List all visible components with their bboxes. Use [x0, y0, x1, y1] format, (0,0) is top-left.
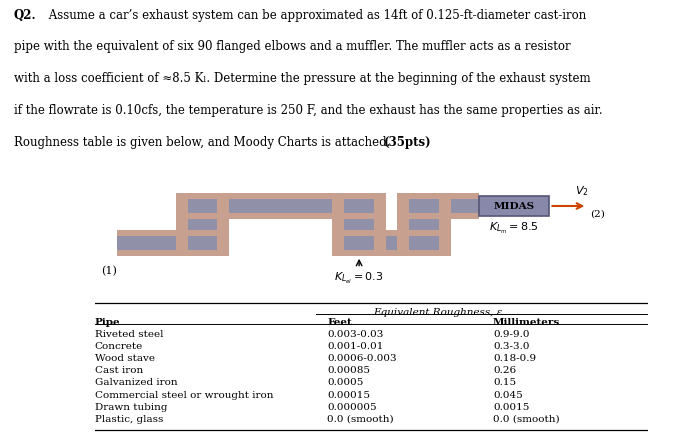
Bar — [409, 194, 479, 199]
Bar — [344, 251, 409, 256]
Bar — [332, 214, 386, 251]
Bar — [176, 194, 230, 219]
Text: 0.26: 0.26 — [493, 366, 516, 374]
Text: $K_{L_m} = 8.5$: $K_{L_m} = 8.5$ — [489, 220, 539, 235]
Bar — [344, 236, 374, 251]
Bar — [344, 199, 374, 214]
Bar — [176, 214, 230, 251]
Text: Millimeters: Millimeters — [493, 318, 560, 326]
Text: (35pts): (35pts) — [383, 135, 431, 148]
Bar — [344, 230, 409, 256]
Text: if the flowrate is 0.10cfs, the temperature is 250 F, and the exhaust has the sa: if the flowrate is 0.10cfs, the temperat… — [14, 104, 602, 117]
Text: Wood stave: Wood stave — [95, 353, 155, 363]
Text: 0.000005: 0.000005 — [327, 402, 377, 411]
Bar — [439, 214, 451, 251]
Text: Galvanized iron: Galvanized iron — [95, 378, 177, 387]
Text: 0.3-3.0: 0.3-3.0 — [493, 342, 529, 350]
Text: 0.003-0.03: 0.003-0.03 — [327, 329, 383, 339]
Text: Roughness table is given below, and Moody Charts is attached.: Roughness table is given below, and Mood… — [14, 135, 394, 148]
Text: 0.045: 0.045 — [493, 390, 522, 399]
Bar — [117, 230, 188, 236]
Bar — [217, 214, 230, 251]
Bar — [188, 194, 344, 219]
Text: (2): (2) — [590, 209, 605, 218]
Bar — [188, 236, 217, 251]
Text: Plastic, glass: Plastic, glass — [95, 414, 163, 423]
Bar — [188, 199, 217, 214]
Text: 0.0006-0.003: 0.0006-0.003 — [327, 353, 397, 363]
Bar — [397, 194, 451, 219]
Text: 0.0015: 0.0015 — [493, 402, 529, 411]
Text: Q2.: Q2. — [14, 9, 36, 22]
Text: Cast iron: Cast iron — [95, 366, 142, 374]
Text: with a loss coefficient of ≈8.5 Kₗ. Determine the pressure at the beginning of t: with a loss coefficient of ≈8.5 Kₗ. Dete… — [14, 72, 590, 85]
Text: Concrete: Concrete — [95, 342, 142, 350]
Text: 0.00085: 0.00085 — [327, 366, 370, 374]
Bar — [409, 194, 479, 219]
Text: Feet: Feet — [327, 318, 352, 326]
Text: Assume a car’s exhaust system can be approximated as 14ft of 0.125-ft-diameter c: Assume a car’s exhaust system can be app… — [45, 9, 586, 22]
Text: pipe with the equivalent of six 90 flanged elbows and a muffler. The muffler act: pipe with the equivalent of six 90 flang… — [14, 40, 570, 53]
Bar — [117, 251, 188, 256]
Text: Equivalent Roughness, ε: Equivalent Roughness, ε — [373, 307, 502, 317]
Bar — [188, 194, 344, 199]
Bar — [332, 194, 386, 219]
Bar — [409, 199, 439, 214]
Text: $K_{L_{el}} = 0.3$: $K_{L_{el}} = 0.3$ — [334, 270, 384, 285]
Text: 0.0 (smooth): 0.0 (smooth) — [493, 414, 560, 423]
Bar — [176, 214, 188, 251]
Text: 0.0 (smooth): 0.0 (smooth) — [327, 414, 394, 423]
Text: 0.001-0.01: 0.001-0.01 — [327, 342, 383, 350]
Bar — [176, 230, 230, 256]
Bar — [479, 197, 549, 216]
Bar — [397, 214, 409, 251]
Bar — [332, 214, 344, 251]
Bar — [332, 230, 386, 256]
Text: 0.18-0.9: 0.18-0.9 — [493, 353, 536, 363]
Bar — [117, 230, 188, 256]
Text: Drawn tubing: Drawn tubing — [95, 402, 167, 411]
Bar — [409, 236, 439, 251]
Text: Commercial steel or wrought iron: Commercial steel or wrought iron — [95, 390, 273, 399]
Bar — [188, 214, 344, 219]
Text: 0.00015: 0.00015 — [327, 390, 370, 399]
Bar — [409, 214, 479, 219]
Text: MIDAS: MIDAS — [494, 202, 535, 211]
Text: Pipe: Pipe — [95, 318, 120, 326]
Text: (1): (1) — [101, 265, 117, 275]
Text: 0.0005: 0.0005 — [327, 378, 363, 387]
Bar — [374, 214, 386, 251]
Text: 0.15: 0.15 — [493, 378, 516, 387]
Text: $V_2$: $V_2$ — [575, 184, 589, 197]
Bar — [397, 214, 451, 251]
Text: 0.9-9.0: 0.9-9.0 — [493, 329, 529, 339]
Text: Riveted steel: Riveted steel — [95, 329, 163, 339]
Bar — [344, 230, 409, 236]
Bar — [397, 230, 451, 256]
